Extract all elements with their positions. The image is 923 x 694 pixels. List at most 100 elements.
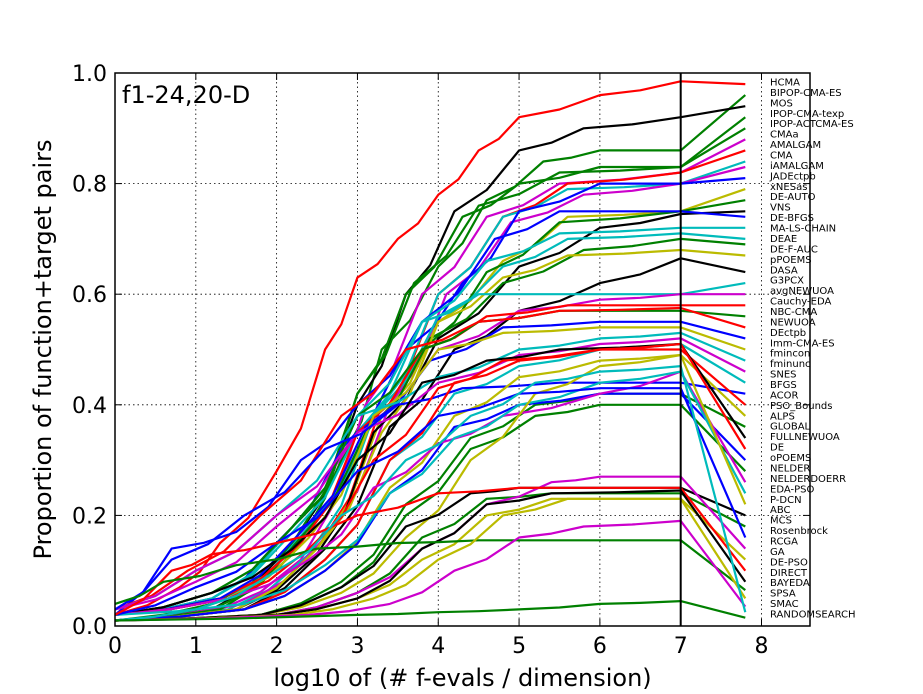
legend-label: MOS <box>770 98 793 109</box>
x-tick-label: 7 <box>674 634 688 659</box>
series-line-de <box>114 392 747 622</box>
legend-label: MCS <box>770 516 792 527</box>
series-line-nelder <box>114 370 747 616</box>
series-line-spsa <box>114 519 747 622</box>
legend-label: DE-BFGS <box>770 213 814 224</box>
series-line-fminunc <box>114 337 746 611</box>
legend-label: ACOR <box>770 390 799 401</box>
y-axis-ticks: 0.0 0.2 0.4 0.6 0.8 1.0 <box>72 62 810 640</box>
legend-label: DE-AUTO <box>770 192 816 203</box>
x-tick-label: 3 <box>350 634 364 659</box>
y-axis-label: Proportion of function+target pairs <box>29 140 57 560</box>
legend-label: MA-LS-CHAIN <box>770 224 836 235</box>
x-axis-ticks: 0 1 2 3 4 5 6 7 8 <box>108 73 769 659</box>
legend-label: CMAa <box>770 130 799 141</box>
legend-label: Imm-CMA-ES <box>770 338 835 349</box>
x-tick-label: 0 <box>108 634 122 659</box>
series-line-newuoa <box>114 306 746 611</box>
legend-label: avgNEWUOA <box>770 286 834 297</box>
legend-label: ALPS <box>770 411 795 422</box>
legend-label: P-DCN <box>770 495 802 506</box>
legend-label: pPOEMS <box>770 255 812 266</box>
legend-label: DIRECT <box>770 568 808 579</box>
x-tick-label: 6 <box>593 634 607 659</box>
series-line-bayeda <box>114 497 747 622</box>
legend-label: DEAE <box>770 234 797 245</box>
legend-label: xNESas <box>770 182 807 193</box>
series-line-de-auto <box>114 199 746 616</box>
legend: HCMABIPOP-CMA-ESMOSIPOP-CMA-texpIPOP-ACT… <box>769 78 856 621</box>
x-tick-label: 1 <box>189 634 203 659</box>
y-tick-label: 0.2 <box>72 504 107 529</box>
legend-label: fmincon <box>770 349 810 360</box>
series-line-ga <box>114 486 747 616</box>
legend-label: BIPOP-CMA-ES <box>770 88 842 99</box>
series-line-direct <box>114 539 746 605</box>
legend-label: RANDOMSEARCH <box>770 610 856 621</box>
y-tick-label: 0.8 <box>72 173 107 198</box>
y-tick-label: 1.0 <box>72 62 107 87</box>
series-line-imm-cma-es <box>114 326 746 616</box>
series-line-hcma <box>114 80 746 616</box>
legend-label: SNES <box>770 370 797 381</box>
x-tick-label: 4 <box>431 634 445 659</box>
series-line-ipop-actcma-es <box>114 127 746 622</box>
series-line-smac <box>114 365 747 622</box>
legend-label: oPOEMS <box>770 453 811 464</box>
legend-label: GA <box>770 547 785 558</box>
legend-label: PSO_Bounds <box>770 401 832 412</box>
legend-label: FULLNEWUOA <box>770 432 840 443</box>
series-line-bfgs <box>114 381 746 611</box>
series-line-cma <box>114 160 746 622</box>
legend-label: CMA <box>770 151 793 162</box>
legend-label: SMAC <box>770 599 799 610</box>
legend-label: ABC <box>770 505 791 516</box>
legend-label: VNS <box>770 203 791 214</box>
legend-label: DASA <box>770 265 798 276</box>
legend-label: NBC-CMA <box>770 307 817 318</box>
x-tick-label: 2 <box>270 634 284 659</box>
series-line-de-pso <box>114 489 747 622</box>
legend-label: BFGS <box>770 380 797 391</box>
legend-label: JADEctpb <box>769 171 816 182</box>
y-tick-label: 0.0 <box>72 615 107 640</box>
legend-label: HCMA <box>770 78 800 89</box>
series-line-nbc-cma <box>114 309 746 616</box>
series-lines <box>114 80 747 622</box>
series-line-global <box>114 342 747 616</box>
legend-label: DE-PSO <box>770 557 808 568</box>
legend-label: IPOP-CMA-texp <box>770 109 844 120</box>
legend-label: G3PCX <box>770 276 804 287</box>
x-tick-label: 8 <box>755 634 769 659</box>
legend-label: iAMALGAM <box>770 161 824 172</box>
function-group-annotation: f1-24,20-D <box>122 81 250 109</box>
legend-label: IPOP-ACTCMA-ES <box>770 119 854 130</box>
series-line-dasa <box>114 257 746 622</box>
plot-frame <box>114 72 811 627</box>
legend-label: NELDER <box>770 463 810 474</box>
legend-label: DE <box>770 443 784 454</box>
x-tick-label: 5 <box>512 634 526 659</box>
legend-label: DE-F-AUC <box>770 244 818 255</box>
y-tick-label: 0.6 <box>72 283 107 308</box>
series-line-cauchy-eda <box>114 304 746 616</box>
series-line-de-f-auc <box>114 237 746 622</box>
y-tick-label: 0.4 <box>72 394 107 419</box>
legend-label: RCGA <box>770 536 798 547</box>
legend-label: NELDERDOERR <box>770 474 846 485</box>
series-line-nelderdoerr <box>114 370 747 616</box>
series-line-fullnewuoa <box>114 342 747 616</box>
series-line-dectpb <box>114 320 746 616</box>
series-line-de-bfgs <box>114 210 746 616</box>
legend-label: EDA-PSO <box>770 484 814 495</box>
legend-label: BAYEDA <box>770 578 810 589</box>
series-line-randomsearch <box>114 600 746 622</box>
legend-label: SPSA <box>770 589 796 600</box>
legend-label: Rosenbrock <box>770 526 828 537</box>
legend-label: GLOBAL <box>770 422 811 433</box>
series-line-fmincon <box>114 331 746 611</box>
legend-label: AMALGAM <box>770 140 821 151</box>
x-axis-label: log10 of (# f-evals / dimension) <box>273 664 651 692</box>
legend-label: fminunc <box>770 359 811 370</box>
